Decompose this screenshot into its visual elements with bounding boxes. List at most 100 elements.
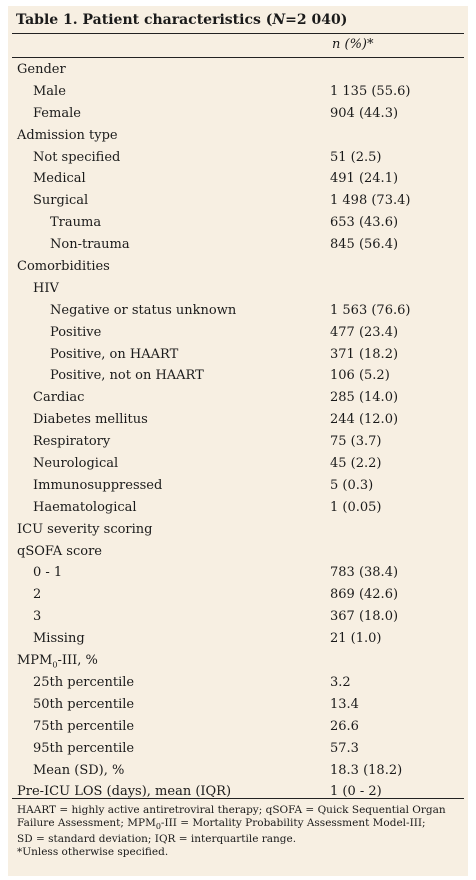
row-value: 5 (0.3)	[330, 477, 374, 493]
row-value: 1 (0.05)	[330, 499, 382, 515]
footnote-line: *Unless otherwise specified.	[17, 846, 169, 859]
table-row: Not specified 51 (2.5)	[8, 147, 468, 169]
table-row: Medical 491 (24.1)	[8, 168, 468, 190]
row-value: 18.3 (18.2)	[330, 762, 403, 778]
row-label: Medical	[33, 171, 86, 187]
row-value: 57.3	[330, 740, 359, 756]
row-label: Diabetes mellitus	[33, 412, 148, 428]
row-label: Positive, not on HAART	[50, 368, 204, 384]
footnote-line: HAART = highly active antiretroviral the…	[17, 804, 446, 816]
footnote-line: Failure Assessment; MPM0-III = Mortality…	[17, 817, 457, 833]
row-label: Pre-ICU LOS (days), mean (IQR)	[17, 784, 232, 800]
row-value: 244 (12.0)	[330, 412, 399, 428]
table-row: 50th percentile 13.4	[8, 694, 468, 716]
row-value: 285 (14.0)	[330, 390, 399, 406]
footnote-text: -III = Mortality Probability Assessment …	[160, 817, 426, 829]
table-row: MPM0-III, %	[8, 650, 468, 672]
row-label: Immunosuppressed	[33, 477, 163, 493]
table-row: 0 - 1 783 (38.4)	[8, 562, 468, 584]
table-title: Table 1. Patient characteristics (N=2 04…	[16, 10, 456, 30]
row-label: qSOFA score	[17, 543, 102, 559]
table-row: Cardiac 285 (14.0)	[8, 387, 468, 409]
row-label: Admission type	[17, 127, 118, 143]
bottom-rule	[12, 798, 464, 799]
row-label: Cardiac	[33, 390, 85, 406]
row-value: 477 (23.4)	[330, 324, 399, 340]
row-value: 653 (43.6)	[330, 215, 399, 231]
table-row: Comorbidities	[8, 256, 468, 278]
row-label: Female	[33, 105, 81, 121]
row-label: Gender	[17, 62, 66, 77]
row-label: Negative or status unknown	[50, 302, 237, 318]
table-row: Haematological 1 (0.05)	[8, 497, 468, 519]
row-value: 1 563 (76.6)	[330, 302, 411, 318]
header-rule	[12, 57, 464, 58]
row-value: 75 (3.7)	[330, 434, 382, 450]
table-row: Respiratory 75 (3.7)	[8, 431, 468, 453]
table-row: 3 367 (18.0)	[8, 606, 468, 628]
row-label: MPM0-III, %	[17, 650, 98, 677]
row-value: 371 (18.2)	[330, 346, 399, 362]
table-panel: Table 1. Patient characteristics (N=2 04…	[8, 6, 468, 876]
row-value: 1 (0 - 2)	[330, 784, 382, 800]
row-label: 95th percentile	[33, 740, 135, 756]
footnote-line: SD = standard deviation; IQR = interquar…	[17, 833, 297, 846]
row-label: Non-trauma	[50, 237, 130, 253]
row-value: 367 (18.0)	[330, 609, 399, 625]
row-label: Respiratory	[33, 434, 111, 450]
table-row: Positive, on HAART 371 (18.2)	[8, 344, 468, 366]
top-rule	[12, 33, 464, 34]
row-value: 783 (38.4)	[330, 565, 399, 581]
table-row: Negative or status unknown 1 563 (76.6)	[8, 300, 468, 322]
row-label-text: MPM	[17, 653, 53, 669]
row-label: Missing	[33, 631, 85, 647]
footnote-text: Failure Assessment; MPM	[17, 817, 156, 829]
table-row: 25th percentile 3.2	[8, 672, 468, 694]
table-title-text: Table 1. Patient characteristics (	[16, 12, 273, 28]
row-label: Trauma	[50, 215, 102, 231]
table-row: Admission type	[8, 125, 468, 147]
table-row: Male 1 135 (55.6)	[8, 81, 468, 103]
table-title-count: =2 040)	[285, 12, 348, 28]
row-label: Neurological	[33, 456, 119, 472]
row-value: 904 (44.3)	[330, 105, 399, 121]
table-row: Immunosuppressed 5 (0.3)	[8, 475, 468, 497]
row-label: 75th percentile	[33, 718, 135, 734]
table-row: Missing 21 (1.0)	[8, 628, 468, 650]
row-label: Positive, on HAART	[50, 346, 179, 362]
row-value: 45 (2.2)	[330, 456, 382, 472]
table-row: Positive 477 (23.4)	[8, 322, 468, 344]
table-row: 2 869 (42.6)	[8, 584, 468, 606]
row-label: ICU severity scoring	[17, 521, 153, 537]
row-value: 845 (56.4)	[330, 237, 399, 253]
footnote-subscript: 0	[155, 822, 161, 832]
row-label: Positive	[50, 324, 102, 340]
table-row: Gender	[8, 59, 468, 81]
row-label: 2	[33, 587, 42, 603]
row-value: 1 135 (55.6)	[330, 83, 411, 99]
table-row: HIV	[8, 278, 468, 300]
table-body: Gender Male 1 135 (55.6) Female 904 (44.3) Ad…	[8, 59, 468, 803]
row-value: 106 (5.2)	[330, 368, 390, 384]
row-label: 25th percentile	[33, 674, 135, 690]
row-value: 3.2	[330, 674, 351, 690]
row-value: 51 (2.5)	[330, 149, 382, 165]
row-label: Surgical	[33, 193, 89, 209]
row-value: 869 (42.6)	[330, 587, 399, 603]
row-value: 1 498 (73.4)	[330, 193, 411, 209]
row-label: 0 - 1	[33, 565, 63, 581]
row-label: HIV	[33, 280, 59, 296]
column-header: n (%)*	[332, 37, 374, 52]
table-row: Mean (SD), % 18.3 (18.2)	[8, 760, 468, 782]
column-header-row: n (%)*	[8, 35, 468, 57]
table-row: Non-trauma 845 (56.4)	[8, 234, 468, 256]
table-row: Positive, not on HAART 106 (5.2)	[8, 365, 468, 387]
row-value: 491 (24.1)	[330, 171, 399, 187]
row-label: 3	[33, 609, 42, 625]
table-row: Neurological 45 (2.2)	[8, 453, 468, 475]
table-row: Surgical 1 498 (73.4)	[8, 190, 468, 212]
table-row: Pre-ICU LOS (days), mean (IQR) 1 (0 - 2)	[8, 781, 468, 803]
row-label: Male	[33, 83, 66, 99]
row-value: 21 (1.0)	[330, 631, 382, 647]
table-row: 95th percentile 57.3	[8, 738, 468, 760]
